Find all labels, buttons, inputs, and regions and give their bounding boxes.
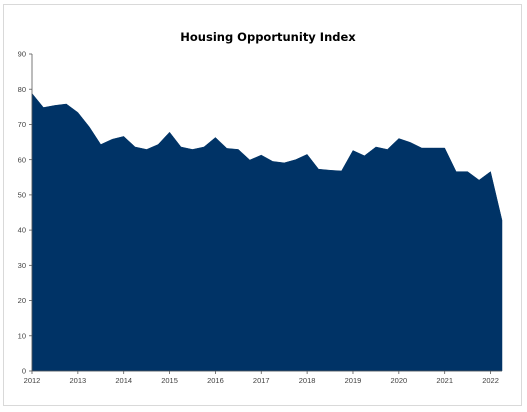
plot-area bbox=[31, 92, 503, 372]
area-series-0 bbox=[31, 92, 503, 372]
x-tick-label: 2018 bbox=[299, 376, 316, 385]
y-tick-label: 0 bbox=[22, 367, 26, 376]
x-tick-label: 2015 bbox=[161, 376, 178, 385]
x-axis: 2012 2013 2014 2015 2016 2017 2018 2019 2020 2021… bbox=[24, 371, 499, 385]
x-tick-label: 2012 bbox=[24, 376, 41, 385]
x-tick-label: 2020 bbox=[390, 376, 407, 385]
y-tick-label: 80 bbox=[18, 85, 26, 94]
x-tick-label: 2016 bbox=[207, 376, 224, 385]
x-tick-label: 2022 bbox=[482, 376, 499, 385]
x-tick-label: 2021 bbox=[436, 376, 453, 385]
y-tick-label: 20 bbox=[18, 296, 26, 305]
y-tick-label: 90 bbox=[18, 50, 26, 59]
x-tick-label: 2014 bbox=[115, 376, 132, 385]
y-tick-label: 40 bbox=[18, 226, 26, 235]
y-axis: 0 10 20 30 40 50 60 70 80 90 bbox=[18, 50, 32, 376]
chart-title: Housing Opportunity Index bbox=[180, 30, 356, 44]
y-tick-label: 50 bbox=[18, 190, 26, 199]
x-tick-label: 2013 bbox=[70, 376, 87, 385]
x-tick-label: 2017 bbox=[253, 376, 270, 385]
y-tick-label: 10 bbox=[18, 331, 26, 340]
y-tick-label: 30 bbox=[18, 261, 26, 270]
y-tick-label: 70 bbox=[18, 120, 26, 129]
y-tick-label: 60 bbox=[18, 155, 26, 164]
x-tick-label: 2019 bbox=[345, 376, 362, 385]
